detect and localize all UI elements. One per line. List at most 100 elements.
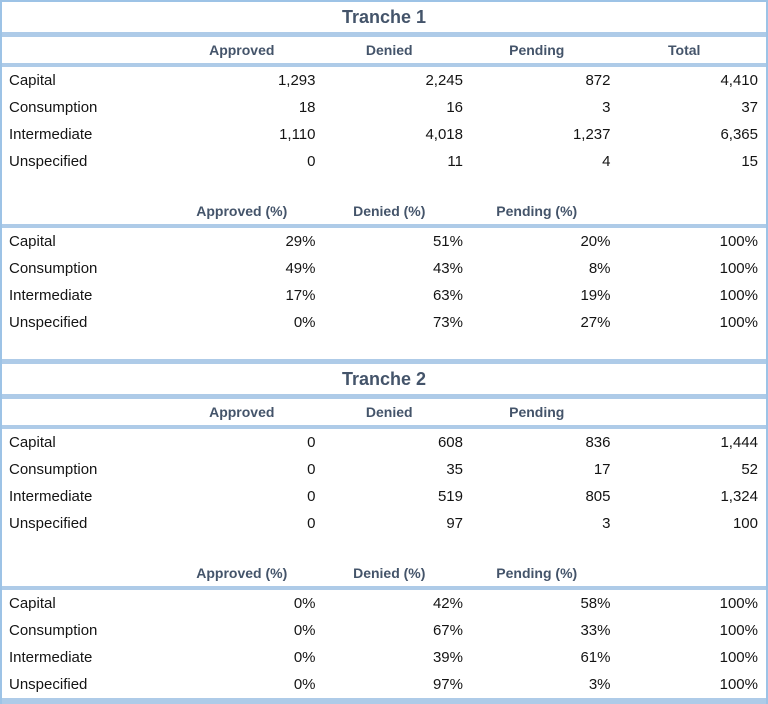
value-cell: 63% xyxy=(432,287,463,304)
value-cell: 51% xyxy=(432,233,463,250)
row-label: Unspecified xyxy=(9,153,88,170)
table-row-capital: Capital 0% 42% 58% 100% xyxy=(2,590,766,617)
value-cell: 100% xyxy=(719,676,758,693)
column-header-denied-pct: Denied (%) xyxy=(353,565,426,581)
column-header-denied-pct: Denied (%) xyxy=(353,203,426,219)
table-row-intermediate: Intermediate 0 519 805 1,324 xyxy=(2,483,766,510)
column-header-pending: Pending xyxy=(509,42,565,58)
value-cell: 15 xyxy=(741,153,758,170)
row-label: Intermediate xyxy=(9,488,93,505)
value-cell: 42% xyxy=(432,595,463,612)
value-cell: 1,110 xyxy=(279,126,316,143)
value-cell: 61% xyxy=(580,649,611,666)
value-cell: 1,293 xyxy=(277,72,316,89)
value-cell: 1,444 xyxy=(720,434,758,451)
row-label: Capital xyxy=(9,72,56,89)
table-row-unspecified: Unspecified 0% 97% 3% 100% xyxy=(2,671,766,698)
bottom-border-band xyxy=(2,698,766,704)
table-row-capital: Capital 1,293 2,245 872 4,410 xyxy=(2,67,766,94)
value-cell: 49% xyxy=(285,260,316,277)
value-cell: 100% xyxy=(719,622,758,639)
row-label: Intermediate xyxy=(9,649,93,666)
value-cell: 100% xyxy=(719,595,758,612)
value-cell: 519 xyxy=(437,488,463,505)
value-cell: 0 xyxy=(307,461,316,478)
row-label: Intermediate xyxy=(9,287,93,304)
value-cell: 8% xyxy=(588,260,611,277)
row-label: Consumption xyxy=(9,461,98,478)
column-header-total: Total xyxy=(668,42,701,58)
table-row-consumption: Consumption 0% 67% 33% 100% xyxy=(2,617,766,644)
value-cell: 4 xyxy=(602,153,611,170)
value-cell: 0 xyxy=(307,488,316,505)
value-cell: 97 xyxy=(446,515,463,532)
value-cell: 17% xyxy=(285,287,316,304)
spacer xyxy=(2,175,766,198)
table-row-unspecified: Unspecified 0 11 4 15 xyxy=(2,148,766,175)
value-cell: 0 xyxy=(307,515,316,532)
row-label: Consumption xyxy=(9,622,98,639)
value-cell: 100 xyxy=(732,515,758,532)
value-cell: 4,018 xyxy=(425,126,463,143)
row-label: Unspecified xyxy=(9,314,88,331)
value-cell: 27% xyxy=(580,314,611,331)
value-cell: 73% xyxy=(432,314,463,331)
row-label: Capital xyxy=(9,595,56,612)
spacer xyxy=(2,537,766,560)
column-header-approved-pct: Approved (%) xyxy=(196,565,288,581)
table-row-intermediate: Intermediate 0% 39% 61% 100% xyxy=(2,644,766,671)
table-row-unspecified: Unspecified 0 97 3 100 xyxy=(2,510,766,537)
separator-band xyxy=(2,32,766,37)
value-cell: 100% xyxy=(719,314,758,331)
table-row-consumption: Consumption 18 16 3 37 xyxy=(2,94,766,121)
value-cell: 100% xyxy=(719,287,758,304)
value-cell: 0 xyxy=(307,153,316,170)
value-cell: 100% xyxy=(719,649,758,666)
separator-band xyxy=(2,359,766,364)
value-cell: 33% xyxy=(580,622,611,639)
column-header-pending: Pending xyxy=(509,404,565,420)
value-cell: 0% xyxy=(293,649,316,666)
spacer xyxy=(2,336,766,359)
value-cell: 1,237 xyxy=(572,126,611,143)
value-cell: 52 xyxy=(741,461,758,478)
table-row-capital: Capital 0 608 836 1,444 xyxy=(2,429,766,456)
row-label: Capital xyxy=(9,233,56,250)
value-cell: 805 xyxy=(585,488,611,505)
value-cell: 0% xyxy=(293,622,316,639)
table-row-intermediate: Intermediate 1,110 4,018 1,237 6,365 xyxy=(2,121,766,148)
value-cell: 29% xyxy=(285,233,316,250)
separator-band xyxy=(2,425,766,429)
tranche-2-percent-header-row: Approved (%) Denied (%) Pending (%) xyxy=(2,560,766,586)
value-cell: 0% xyxy=(293,676,316,693)
value-cell: 872 xyxy=(585,72,611,89)
table-row-capital: Capital 29% 51% 20% 100% xyxy=(2,228,766,255)
row-label: Consumption xyxy=(9,99,98,116)
value-cell: 39% xyxy=(432,649,463,666)
value-cell: 97% xyxy=(432,676,463,693)
tranche-2-counts-header-row: Approved Denied Pending xyxy=(2,399,766,425)
value-cell: 58% xyxy=(580,595,611,612)
tranche-1-counts-header-row: Approved Denied Pending Total xyxy=(2,37,766,63)
value-cell: 100% xyxy=(719,260,758,277)
tranche-2-title: Tranche 2 xyxy=(341,368,427,389)
value-cell: 4,410 xyxy=(720,72,758,89)
value-cell: 608 xyxy=(437,434,463,451)
value-cell: 3% xyxy=(588,676,611,693)
tranche-1-percent-header-row: Approved (%) Denied (%) Pending (%) xyxy=(2,198,766,224)
column-header-denied: Denied xyxy=(365,404,413,420)
column-header-approved: Approved xyxy=(209,404,275,420)
row-label: Consumption xyxy=(9,260,98,277)
row-label: Capital xyxy=(9,434,56,451)
value-cell: 6,365 xyxy=(720,126,758,143)
column-header-approved-pct: Approved (%) xyxy=(196,203,288,219)
value-cell: 100% xyxy=(719,233,758,250)
value-cell: 35 xyxy=(446,461,463,478)
value-cell: 20% xyxy=(580,233,611,250)
column-header-pending-pct: Pending (%) xyxy=(496,565,578,581)
value-cell: 43% xyxy=(432,260,463,277)
value-cell: 0 xyxy=(307,434,316,451)
table-row-unspecified: Unspecified 0% 73% 27% 100% xyxy=(2,309,766,336)
value-cell: 67% xyxy=(432,622,463,639)
